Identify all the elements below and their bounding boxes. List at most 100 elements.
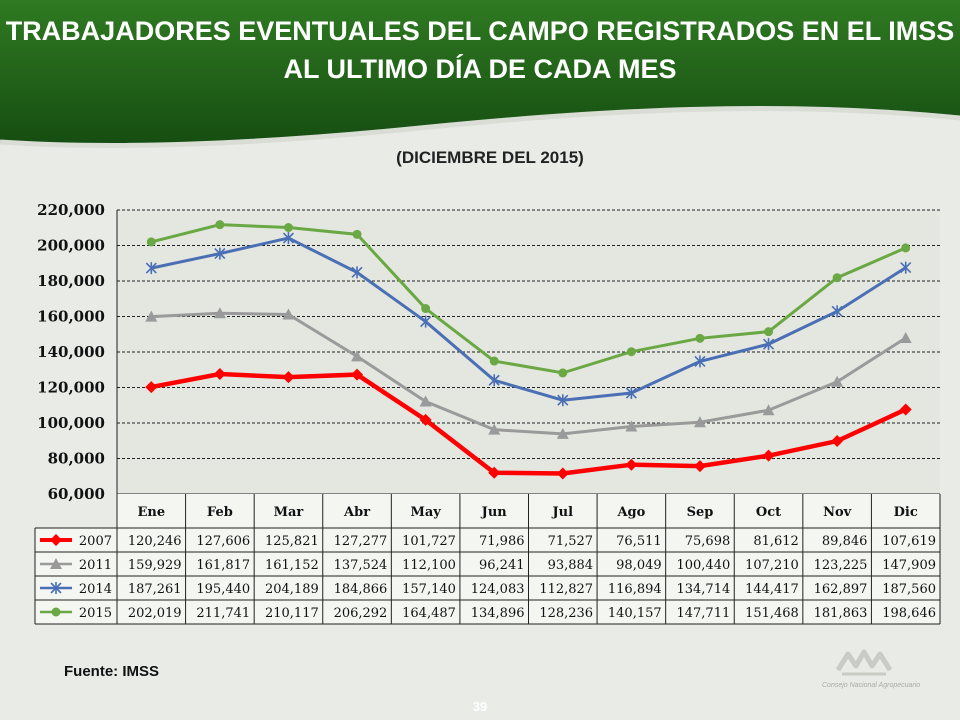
table-cell-value: 181,863 [814, 606, 868, 621]
table-cell-value: 159,929 [128, 558, 182, 573]
data-point [419, 395, 432, 407]
data-point [626, 347, 636, 357]
table-cell-value: 187,560 [882, 582, 936, 597]
data-point [488, 374, 500, 387]
line-chart-with-data-table: 60,000 80,000 100,000 120,000 140,000 160,000… [34, 201, 941, 625]
table-cell-value: 89,846 [822, 534, 868, 549]
data-point [351, 368, 364, 381]
data-point [558, 368, 568, 378]
x-category-label: May [410, 505, 441, 520]
table-cell-value: 147,909 [882, 558, 936, 573]
data-point [556, 427, 569, 439]
table-cell-value: 210,117 [265, 606, 319, 621]
data-point [762, 449, 775, 462]
data-point [489, 356, 499, 366]
data-point [625, 387, 637, 400]
legend-label: 2015 [79, 606, 112, 621]
data-point [899, 403, 912, 416]
table-cell-value: 127,277 [334, 534, 388, 549]
y-tick-label: 160,000 [37, 308, 105, 326]
y-tick-label: 100,000 [37, 414, 105, 432]
y-tick-label: 120,000 [37, 379, 105, 397]
data-point [900, 261, 912, 274]
table-cell-value: 162,897 [814, 582, 868, 597]
data-point [146, 237, 156, 247]
x-category-label: Jul [552, 505, 574, 520]
data-point [762, 338, 775, 351]
y-tick-label: 60,000 [48, 485, 105, 503]
table-cell-value: 125,821 [265, 534, 319, 549]
data-point [419, 413, 432, 426]
table-cell-value: 161,152 [265, 558, 319, 573]
logo-caption: Consejo Nacional Agropecuario [822, 682, 920, 689]
table-cell-value: 134,714 [676, 582, 730, 597]
legend-label: 2011 [79, 558, 112, 573]
table-cell-value: 112,100 [402, 558, 456, 573]
legend-key-2007 [40, 534, 72, 546]
data-point [283, 223, 293, 233]
data-point [899, 331, 912, 343]
y-tick-label: 180,000 [37, 272, 105, 290]
data-point [51, 607, 61, 617]
data-point [282, 308, 295, 320]
chart-series [145, 220, 912, 480]
data-point [764, 327, 774, 337]
x-category-label: Jun [481, 505, 508, 520]
x-category-label: Sep [687, 505, 714, 520]
data-point [421, 304, 431, 314]
series-2014 [145, 232, 912, 407]
table-cell-value: 93,884 [548, 558, 594, 573]
table-cell-value: 123,225 [814, 558, 868, 573]
table-cell-value: 134,896 [471, 606, 525, 621]
y-tick-label: 200,000 [37, 237, 105, 255]
data-point [625, 420, 638, 432]
legend-label: 2007 [79, 534, 112, 549]
table-cell-value: 116,894 [608, 582, 662, 597]
table-cell-value: 204,189 [265, 582, 319, 597]
data-point [693, 416, 706, 428]
x-category-label: Ene [137, 505, 165, 520]
table-cell-value: 202,019 [128, 606, 182, 621]
y-tick-label: 220,000 [37, 201, 105, 219]
data-point [762, 404, 775, 416]
data-point [351, 266, 363, 279]
data-point [488, 423, 501, 435]
table-cell-value: 164,487 [402, 606, 456, 621]
data-point [488, 466, 501, 479]
table-cell-value: 124,083 [471, 582, 525, 597]
data-point [831, 305, 843, 318]
data-point [145, 262, 157, 275]
data-point [213, 307, 226, 319]
legend-key-2015 [40, 607, 72, 617]
data-point [145, 381, 158, 394]
data-point [901, 243, 911, 253]
page-number: 39 [472, 699, 488, 714]
series-line [150, 236, 907, 402]
title-banner [0, 0, 960, 149]
data-point [694, 355, 706, 368]
data-point [556, 467, 569, 480]
table-cell-value: 98,049 [616, 558, 662, 573]
table-cell-value: 112,827 [539, 582, 593, 597]
source-note: Fuente: IMSS [64, 663, 160, 680]
table-cell-value: 147,711 [676, 606, 730, 621]
table-cell-value: 206,292 [334, 606, 388, 621]
data-point [352, 229, 362, 239]
data-point [50, 558, 62, 569]
series-line [150, 223, 907, 375]
data-point [625, 458, 638, 471]
x-category-label: Abr [343, 505, 370, 520]
x-category-label: Oct [756, 505, 781, 520]
table-cell-value: 137,524 [334, 558, 388, 573]
data-point [282, 232, 295, 245]
legend-label: 2014 [79, 582, 112, 597]
data-point [831, 375, 844, 387]
title-line-2: AL ULTIMO DÍA DE CADA MES [283, 54, 677, 84]
data-point [214, 247, 226, 260]
table-cell-value: 184,866 [334, 582, 388, 597]
data-point [831, 435, 844, 448]
table-cell-value: 107,619 [882, 534, 936, 549]
data-point [213, 367, 226, 380]
table-cell-value: 71,527 [548, 534, 594, 549]
series-2015 [146, 220, 911, 378]
